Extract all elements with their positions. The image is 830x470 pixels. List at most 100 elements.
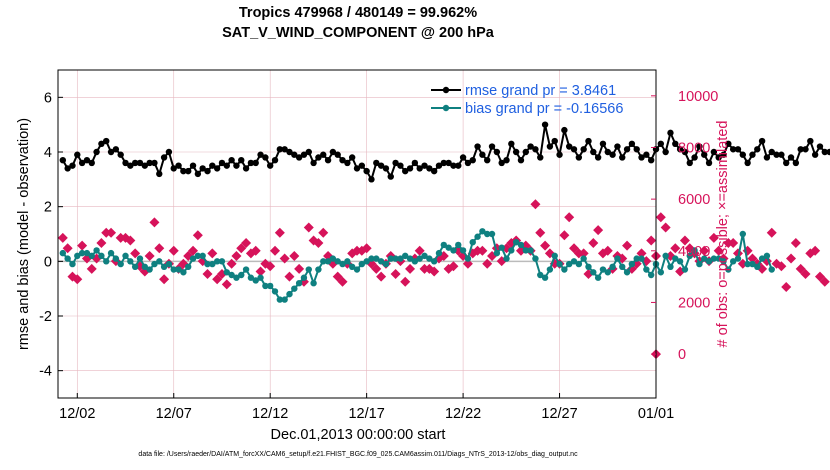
obs-assimilated-point	[279, 253, 290, 264]
bias-point	[551, 252, 558, 260]
rmse-point	[821, 148, 828, 156]
rmse-point	[792, 159, 800, 167]
left-y-tick-label: -4	[39, 364, 52, 380]
obs-assimilated-point	[448, 261, 459, 272]
rmse-point	[585, 137, 592, 145]
bias-point	[300, 274, 308, 281]
rmse-point	[315, 154, 322, 161]
rmse-point	[295, 154, 303, 161]
bias-point	[185, 263, 192, 270]
bias-point	[676, 258, 684, 265]
bias-point	[435, 249, 443, 257]
bias-point	[590, 269, 597, 276]
bias-point	[112, 255, 120, 262]
bias-point	[156, 258, 163, 265]
rmse-point	[729, 146, 737, 153]
rmse-point	[266, 162, 274, 169]
bias-point	[160, 263, 168, 270]
bias-point	[537, 271, 544, 279]
legend-marker-0	[442, 86, 450, 94]
bias-point	[421, 252, 428, 260]
left-y-tick-label: 0	[44, 254, 52, 270]
right-y-tick-label: 8000	[678, 140, 710, 156]
bias-point	[580, 255, 587, 262]
obs-assimilated-point	[270, 245, 281, 256]
rmse-point	[556, 151, 563, 158]
bias-point	[223, 269, 230, 276]
obs-assimilated-point	[530, 199, 541, 210]
rmse-point	[228, 157, 235, 164]
rmse-point	[276, 146, 284, 153]
left-y-tick-label: 6	[44, 90, 52, 106]
bias-point	[647, 271, 655, 279]
bias-point	[522, 247, 529, 254]
right-y-tick-label: 0	[678, 347, 686, 363]
bias-point	[705, 258, 713, 265]
obs-assimilated-point	[303, 222, 314, 233]
rmse-point	[262, 154, 269, 161]
rmse-point	[402, 167, 409, 175]
obs-assimilated-point	[786, 253, 797, 264]
rmse-point	[609, 151, 616, 158]
obs-assimilated-point	[96, 238, 107, 249]
rmse-point	[686, 159, 693, 167]
obs-assimilated-point	[159, 274, 170, 285]
rmse-point	[392, 159, 399, 167]
rmse-point	[599, 140, 607, 147]
obs-assimilated-point	[559, 230, 570, 241]
bias-point	[238, 271, 245, 279]
rmse-point	[146, 159, 153, 167]
plot-frame	[57, 69, 657, 399]
bias-point	[604, 269, 611, 276]
bias-point	[411, 258, 419, 265]
obs-assimilated-point	[477, 245, 488, 256]
rmse-point	[257, 151, 264, 158]
bias-point	[228, 271, 235, 279]
obs-assimilated-point	[405, 263, 416, 274]
obs-assimilated-point	[168, 245, 179, 256]
rmse-point	[189, 162, 197, 169]
bias-point	[266, 282, 274, 290]
bias-point	[117, 260, 124, 268]
rmse-point	[223, 162, 230, 169]
obs-assimilated-point	[699, 245, 710, 256]
obs-assimilated-point	[776, 261, 787, 272]
rmse-point	[565, 143, 573, 150]
bias-point	[556, 260, 563, 268]
rmse-point	[363, 167, 370, 175]
bias-point	[320, 258, 327, 265]
left-y-tick-label: -2	[39, 309, 52, 325]
rmse-point	[98, 140, 105, 147]
bias-point	[503, 255, 510, 262]
rmse-point	[107, 148, 115, 156]
obs-assimilated-point	[313, 238, 324, 249]
rmse-point	[368, 176, 375, 183]
rmse-point	[377, 162, 385, 169]
x-axis-tick-labels: 12/02 12/07 12/12 12/17 12/22 12/27 01/01	[59, 406, 674, 422]
rmse-point	[320, 151, 327, 158]
rmse-point	[811, 151, 819, 158]
rmse-point	[493, 148, 501, 156]
rmse-point	[768, 148, 775, 156]
rmse-point	[334, 151, 341, 158]
bias-point	[247, 274, 255, 281]
bias-point	[657, 269, 665, 276]
rmse-point	[421, 162, 428, 169]
rmse-point	[450, 162, 457, 169]
bias-point	[594, 274, 602, 281]
left-axis-label: rmse and bias (model - observation)	[16, 118, 32, 350]
bias-point	[459, 247, 467, 254]
rmse-point	[112, 146, 120, 153]
rmse-point	[628, 140, 636, 147]
bias-point	[387, 255, 394, 262]
rmse-point	[209, 162, 216, 169]
obs-assimilated-point	[106, 227, 117, 238]
bias-point	[464, 255, 472, 262]
bias-point	[565, 260, 573, 268]
rmse-point	[406, 165, 414, 172]
bias-point	[358, 260, 366, 268]
rmse-point	[324, 157, 332, 164]
rmse-point	[570, 146, 578, 153]
rmse-point	[78, 159, 86, 167]
obs-assimilated-point	[544, 248, 555, 259]
